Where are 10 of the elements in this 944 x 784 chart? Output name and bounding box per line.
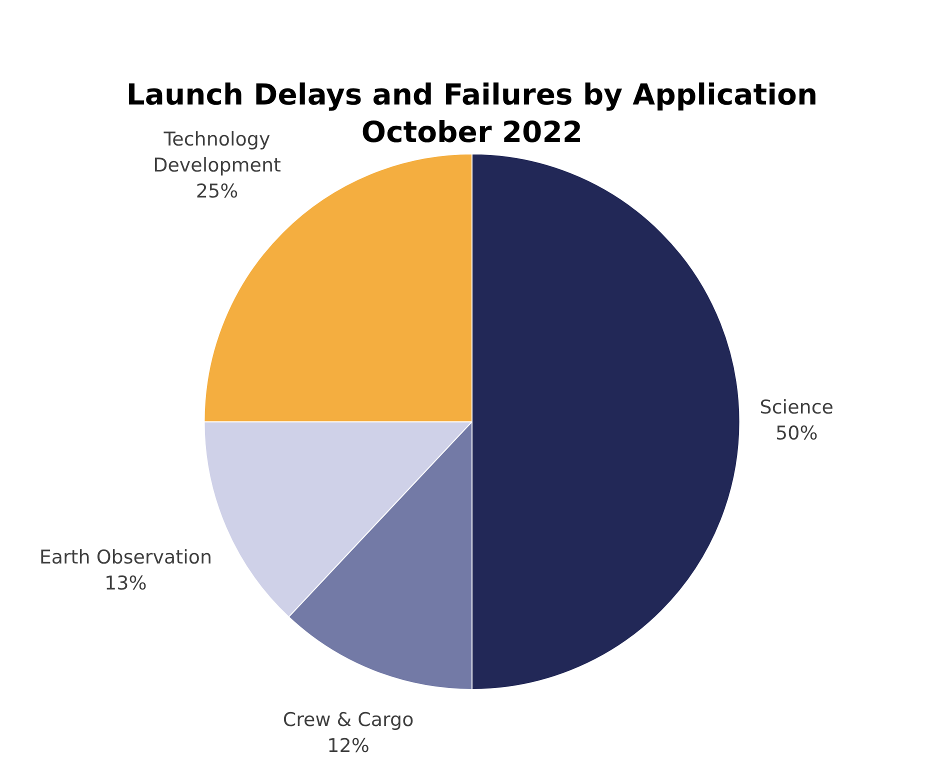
data-label: 13%	[104, 572, 147, 595]
slice-label: Science	[760, 396, 834, 419]
data-label: 25%	[196, 180, 238, 203]
data-label: 12%	[327, 735, 370, 758]
chart-title: Launch Delays and Failures by Application	[126, 77, 818, 112]
slice-label: Earth Observation	[39, 546, 212, 569]
data-label: 50%	[776, 422, 818, 445]
chart-subtitle: October 2022	[361, 115, 583, 150]
slice-label: Technology Development	[153, 128, 281, 177]
slice-label: Crew & Cargo	[282, 709, 414, 732]
